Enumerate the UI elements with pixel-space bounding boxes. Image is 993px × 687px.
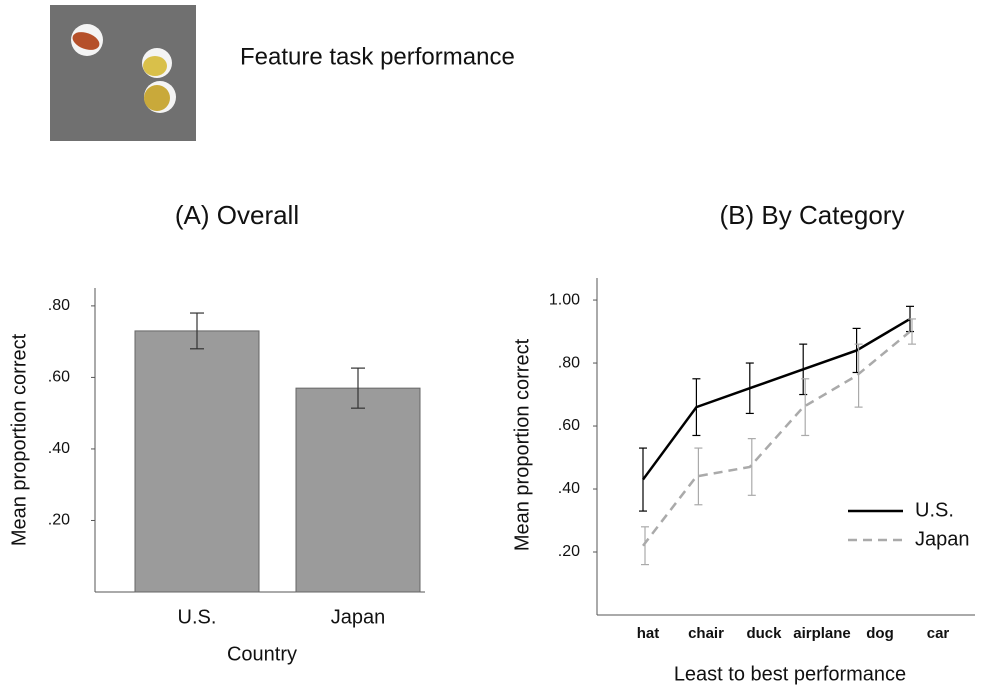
series-line [643,332,910,546]
y-tick-label: .40 [558,480,580,497]
y-axis-label: Mean proportion correct [8,333,30,546]
legend-label: U.S. [915,499,954,521]
y-tick-label: .40 [48,440,70,457]
bar [135,331,259,592]
y-tick-label: .80 [48,297,70,314]
bar [296,388,420,592]
x-axis-label: Country [227,643,297,665]
thumbnail [50,5,196,141]
x-tick-label: U.S. [178,606,217,628]
y-axis-label: Mean proportion correct [511,338,533,551]
x-axis-label: Least to best performance [674,663,906,685]
x-tick-label: duck [746,625,782,642]
y-tick-label: .60 [48,369,70,386]
x-tick-label: airplane [793,625,851,642]
x-tick-label: chair [688,625,724,642]
x-tick-label: car [927,625,950,642]
y-tick-label: .20 [48,512,70,529]
x-tick-label: hat [637,625,660,642]
x-tick-label: Japan [331,606,386,628]
chart-title: (A) Overall [175,200,299,230]
chart-title: (B) By Category [720,200,905,230]
page-title: Feature task performance [240,43,515,70]
legend-label: Japan [915,528,970,550]
figure: Feature task performance (A) Overall (B)… [0,0,993,687]
y-tick-label: .60 [558,417,580,434]
x-tick-label: dog [866,625,894,642]
y-tick-label: .80 [558,354,580,371]
y-tick-label: .20 [558,543,580,560]
series-line [643,319,910,480]
y-tick-label: 1.00 [549,291,580,308]
